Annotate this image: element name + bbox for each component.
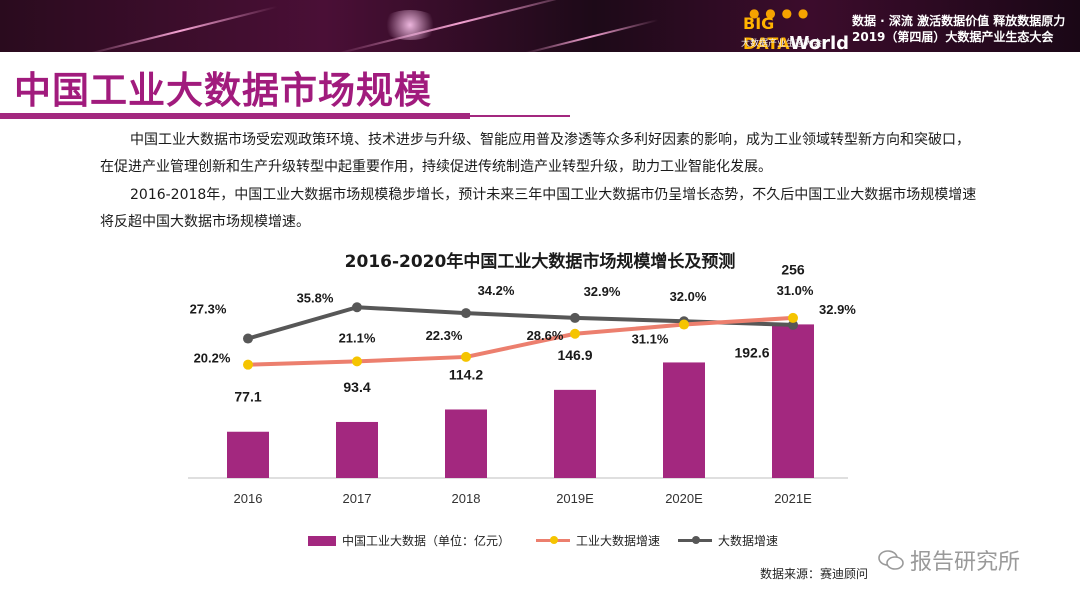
top-banner: ● ● ● ● BIG DATAWorld 大数据产业生态大会 数据 · 深流 …	[0, 0, 1080, 52]
bar-value-label: 93.4	[343, 379, 370, 395]
legend-label-bigdata-growth: 大数据增速	[718, 534, 779, 548]
series-point	[679, 319, 689, 330]
chart-legend: 中国工业大数据（单位：亿元） 工业大数据增速 大数据增速	[0, 532, 1080, 550]
series-data-label: 31.1%	[632, 332, 669, 347]
logo-subtitle: 大数据产业生态大会	[741, 39, 823, 49]
paragraph-2: 2016-2018年，中国工业大数据市场规模稳步增长，预计未来三年中国工业大数据…	[100, 187, 977, 230]
legend-swatch-industrial-growth	[536, 536, 570, 544]
series-data-label: 32.9%	[819, 302, 856, 317]
chart-title: 2016-2020年中国工业大数据市场规模增长及预测	[344, 252, 736, 272]
bar-value-label: 192.6	[734, 344, 769, 360]
series-data-label: 22.3%	[426, 328, 463, 343]
title-underline-thin	[470, 115, 570, 117]
bar-value-label: 114.2	[449, 366, 483, 382]
series-data-label: 21.1%	[339, 330, 376, 345]
series-data-label: 32.0%	[670, 289, 707, 304]
series-data-label: 35.8%	[297, 290, 334, 305]
bar-value-label: 256	[781, 261, 805, 277]
series-data-label: 34.2%	[478, 283, 515, 298]
bar	[445, 409, 487, 478]
bar	[663, 362, 705, 478]
series-point	[788, 312, 798, 323]
series-data-label: 27.3%	[190, 302, 227, 317]
slogan-line-2: 2019（第四届）大数据产业生态大会	[852, 30, 1054, 44]
wechat-icon	[878, 550, 904, 570]
bar-value-label: 77.1	[234, 389, 261, 405]
legend-swatch-bigdata-growth	[678, 536, 712, 544]
bar	[227, 431, 269, 478]
data-source: 数据来源：赛迪顾问	[760, 567, 869, 581]
paragraph-1: 中国工业大数据市场受宏观政策环境、技术进步与升级、智能应用普及渗透等众多利好因素…	[100, 132, 970, 175]
legend-item-bigdata-growth: 大数据增速	[678, 532, 778, 549]
logo-text-a: BIG DATA	[743, 14, 790, 52]
x-tick-label: 2019E	[556, 491, 594, 506]
legend-item-bar: 中国工业大数据（单位：亿元）	[308, 532, 510, 549]
legend-label-bar: 中国工业大数据（单位：亿元）	[342, 534, 511, 548]
bar	[554, 389, 596, 478]
x-tick-label: 2020E	[665, 491, 703, 506]
watermark-text: 报告研究所	[910, 550, 1021, 575]
series-data-label: 32.9%	[584, 284, 621, 299]
series-point	[243, 359, 253, 370]
series-point	[243, 333, 253, 344]
bar	[336, 421, 378, 478]
series-point	[352, 356, 362, 367]
series-point	[461, 351, 471, 362]
x-tick-label: 2017	[343, 491, 372, 506]
bar-value-label: 146.9	[557, 347, 592, 363]
legend-item-industrial-growth: 工业大数据增速	[536, 532, 660, 549]
bar	[772, 324, 814, 478]
series-data-label: 20.2%	[194, 351, 231, 366]
x-tick-label: 2018	[452, 491, 481, 506]
series-data-label: 31.0%	[777, 283, 814, 298]
page-title: 中国工业大数据市场规模	[14, 69, 432, 112]
series-point	[570, 312, 580, 323]
slogan-line-1: 数据 · 深流 激活数据价值 释放数据原力	[852, 14, 1066, 28]
series-data-label: 28.6%	[527, 328, 564, 343]
watermark: 报告研究所	[878, 544, 1020, 576]
series-line	[247, 315, 794, 367]
light-glow	[380, 10, 440, 40]
series-point	[788, 319, 798, 330]
legend-label-industrial-growth: 工业大数据增速	[576, 534, 661, 548]
series-point	[570, 328, 580, 339]
x-tick-label: 2016	[234, 491, 263, 506]
legend-swatch-bar	[308, 535, 336, 546]
series-point	[352, 302, 362, 313]
x-tick-label: 2021E	[774, 491, 812, 506]
logo-text-b: World	[789, 33, 849, 52]
title-underline	[0, 113, 470, 119]
series-point	[461, 308, 471, 319]
logo-dots-icon: ● ● ● ●	[749, 6, 810, 20]
event-logo: ● ● ● ● BIG DATAWorld 大数据产业生态大会	[735, 6, 855, 52]
